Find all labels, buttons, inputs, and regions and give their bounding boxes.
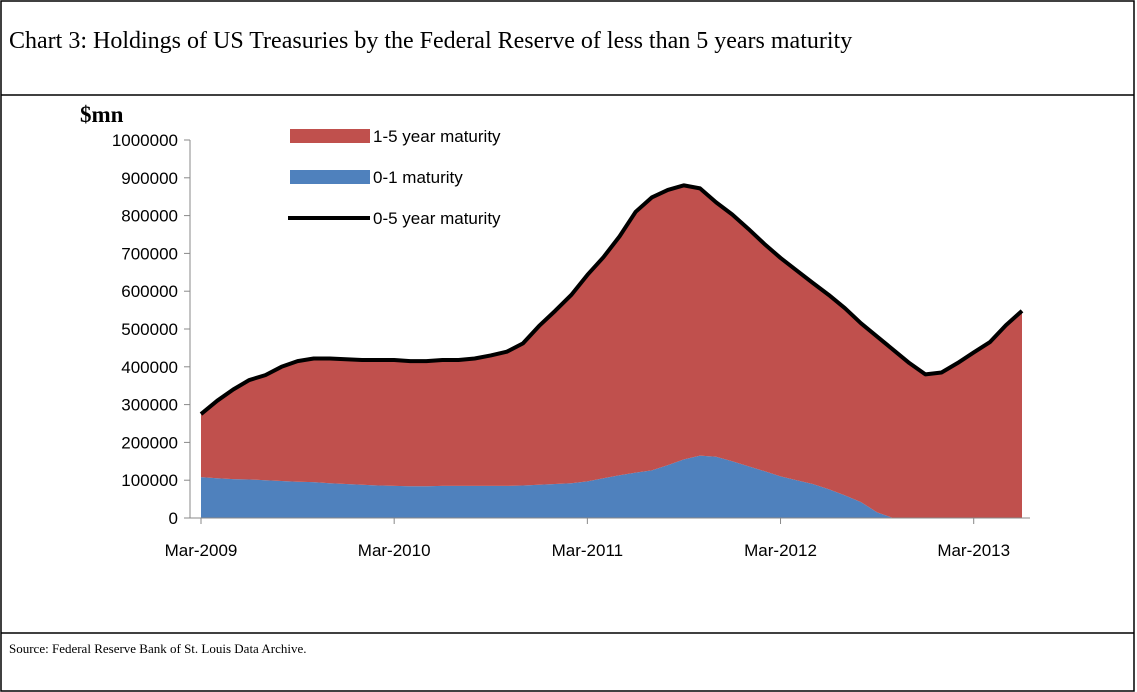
area bbox=[201, 185, 1022, 519]
y-tick-label: 300000 bbox=[121, 396, 178, 415]
legend-label: 0-1 maturity bbox=[373, 168, 463, 187]
y-axis-label: $mn bbox=[80, 102, 124, 127]
chart-title: Chart 3: Holdings of US Treasuries by th… bbox=[9, 28, 852, 54]
x-tick-label: Mar-2009 bbox=[165, 541, 238, 560]
area bbox=[201, 455, 1022, 518]
legend-label: 1-5 year maturity bbox=[373, 127, 501, 146]
y-tick-label: 800000 bbox=[121, 207, 178, 226]
x-tick-label: Mar-2011 bbox=[552, 541, 624, 560]
legend-label: 0-5 year maturity bbox=[373, 209, 501, 228]
line bbox=[199, 183, 1024, 416]
y-tick-label: 1000000 bbox=[112, 131, 178, 150]
y-tick-label: 500000 bbox=[121, 320, 178, 339]
y-tick-label: 200000 bbox=[121, 433, 178, 452]
y-tick-label: 900000 bbox=[121, 169, 178, 188]
y-tick-label: 400000 bbox=[121, 358, 178, 377]
x-tick-label: Mar-2012 bbox=[744, 541, 817, 560]
y-tick-label: 700000 bbox=[121, 244, 178, 263]
y-tick-label: 100000 bbox=[121, 471, 178, 490]
source: Source: Federal Reserve Bank of St. Loui… bbox=[9, 641, 306, 656]
legend-swatch bbox=[290, 129, 370, 143]
x-tick-label: Mar-2013 bbox=[937, 541, 1010, 560]
legend-swatch bbox=[290, 170, 370, 184]
y-tick-label: 0 bbox=[169, 509, 178, 528]
y-tick-label: 600000 bbox=[121, 282, 178, 301]
x-tick-label: Mar-2010 bbox=[358, 541, 431, 560]
